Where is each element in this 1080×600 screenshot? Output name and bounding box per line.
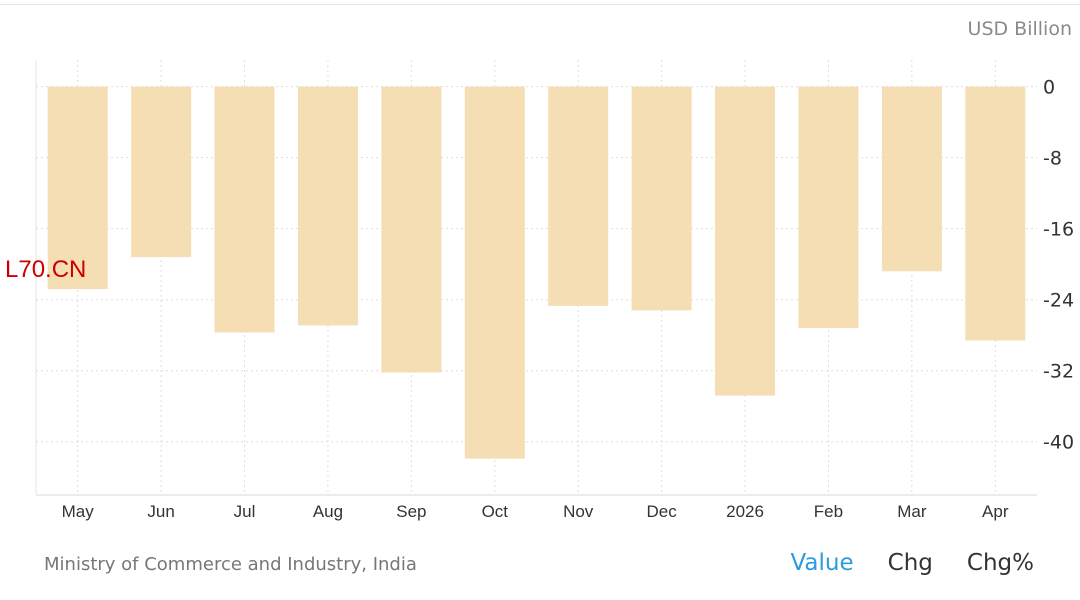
x-tick-label: Aug bbox=[313, 502, 343, 521]
bar-mar bbox=[881, 86, 942, 272]
tab-chg-percent[interactable]: Chg% bbox=[966, 550, 1034, 576]
bar-oct bbox=[464, 86, 525, 459]
bar-aug bbox=[297, 86, 358, 326]
y-tick-label: -16 bbox=[1043, 219, 1074, 241]
x-tick-label: Jul bbox=[234, 502, 256, 521]
x-tick-label: May bbox=[62, 502, 95, 521]
bar-feb bbox=[798, 86, 859, 329]
tab-chg[interactable]: Chg bbox=[887, 550, 933, 576]
unit-label: USD Billion bbox=[967, 18, 1072, 40]
x-tick-label: Apr bbox=[982, 502, 1009, 521]
bar-jun bbox=[131, 86, 192, 258]
tab-value[interactable]: Value bbox=[790, 550, 854, 576]
bar-dec bbox=[631, 86, 692, 311]
y-tick-label: -8 bbox=[1043, 148, 1062, 170]
x-tick-label: 2026 bbox=[726, 502, 764, 521]
bar-may bbox=[47, 86, 108, 290]
watermark: L70.CN bbox=[5, 256, 87, 283]
x-tick-label: Feb bbox=[814, 502, 843, 521]
bar-2026 bbox=[715, 86, 776, 396]
x-tick-label: Oct bbox=[482, 502, 509, 521]
bar-sep bbox=[381, 86, 442, 373]
bar-chart: 0 -8 -16 -24 -32 -40 May Jun Jul Aug Sep Oct Nov Dec 2… bbox=[35, 60, 1074, 521]
x-tick-label: Jun bbox=[147, 502, 174, 521]
x-tick-label: Nov bbox=[563, 502, 594, 521]
x-tick-label: Mar bbox=[897, 502, 927, 521]
y-tick-label: -40 bbox=[1043, 432, 1074, 454]
x-tick-label: Dec bbox=[647, 502, 678, 521]
bar-nov bbox=[548, 86, 609, 306]
bar-jul bbox=[214, 86, 275, 333]
y-tick-label: 0 bbox=[1043, 77, 1055, 99]
source-label: Ministry of Commerce and Industry, India bbox=[44, 554, 417, 575]
y-tick-label: -32 bbox=[1043, 361, 1074, 383]
x-tick-label: Sep bbox=[396, 502, 426, 521]
view-tabs: Value Chg Chg% bbox=[790, 550, 1034, 576]
bar-apr bbox=[965, 86, 1026, 341]
top-divider bbox=[0, 4, 1080, 5]
y-tick-label: -24 bbox=[1043, 290, 1074, 312]
